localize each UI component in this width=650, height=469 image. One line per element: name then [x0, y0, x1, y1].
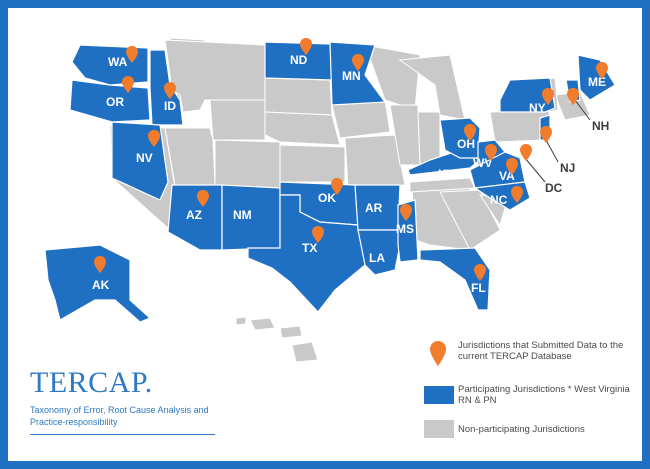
- legend-row-participating: Participating Jurisdictions * West Virgi…: [420, 384, 630, 408]
- pin-oh: [464, 124, 476, 141]
- tercap-logo: TERCAP. Taxonomy of Error, Root Cause An…: [30, 368, 220, 435]
- pin-wa: [126, 46, 138, 63]
- label-nj: NJ: [560, 161, 575, 175]
- leader-dc: [524, 157, 546, 183]
- participating-states: [44, 41, 616, 323]
- label-az: AZ: [186, 208, 202, 222]
- state-ga: [439, 189, 501, 251]
- pin-nv: [148, 130, 160, 147]
- state-hi-4: [235, 316, 247, 326]
- label-dc: DC: [545, 181, 563, 195]
- label-ak: AK: [92, 278, 110, 292]
- state-hi-1: [249, 317, 276, 331]
- logo-underline: [30, 434, 215, 435]
- state-ks: [279, 144, 346, 183]
- pin-id: [164, 82, 176, 99]
- state-ia: [331, 99, 391, 139]
- label-id: ID: [164, 99, 176, 113]
- legend-text-participating: Participating Jurisdictions * West Virgi…: [458, 384, 630, 406]
- pin-nc: [511, 186, 523, 203]
- pin-ak: [94, 256, 106, 273]
- state-ak: [44, 244, 152, 323]
- logo-wordmark: TERCAP.: [30, 366, 153, 399]
- leader-nj: [545, 139, 559, 163]
- state-ny: [499, 77, 556, 113]
- pin-or: [122, 76, 134, 93]
- state-labels: WA OR ID NV AZ NM ND MN OK TX AR LA MS F…: [92, 53, 609, 295]
- pin-ny: [542, 88, 554, 105]
- label-la: LA: [369, 251, 385, 265]
- label-mn: MN: [342, 69, 361, 83]
- label-nd: ND: [290, 53, 308, 67]
- state-hi-2: [279, 325, 303, 339]
- state-mn: [329, 41, 387, 106]
- state-ne: [264, 111, 341, 146]
- state-mi: [398, 54, 466, 121]
- label-nv: NV: [136, 151, 153, 165]
- label-oh: OH: [457, 137, 475, 151]
- pin-wv: [485, 144, 497, 161]
- map-pin-icon: [430, 341, 446, 366]
- label-tx: TX: [302, 241, 317, 255]
- non-participating-swatch: [424, 420, 454, 438]
- pin-dc: [520, 144, 532, 161]
- label-ny: NY: [529, 101, 546, 115]
- participating-swatch: [424, 386, 454, 404]
- data-pins: [94, 38, 608, 281]
- state-az: [167, 184, 223, 251]
- pin-ms: [400, 204, 412, 221]
- label-ar: AR: [365, 201, 383, 215]
- pin-ok: [331, 178, 343, 195]
- leader-nh: [574, 99, 591, 121]
- state-tx: [247, 194, 366, 313]
- pin-me: [596, 62, 608, 79]
- state-or: [69, 79, 151, 123]
- pin-nj: [540, 126, 552, 143]
- leader-lines: [524, 99, 591, 183]
- pin-nh: [567, 88, 579, 105]
- label-nh: NH: [592, 119, 609, 133]
- pin-az: [197, 190, 209, 207]
- state-ut: [164, 127, 216, 186]
- state-in: [417, 111, 441, 166]
- label-wa: WA: [108, 55, 128, 69]
- legend-row-non-participating: Non-participating Jurisdictions: [420, 420, 630, 440]
- pin-nd: [300, 38, 312, 55]
- state-sd: [264, 77, 333, 116]
- state-mo: [344, 134, 406, 189]
- pin-fl: [474, 264, 486, 281]
- legend-row-submitted: Jurisdictions that Submitted Data to the…: [420, 340, 630, 372]
- pin-mn: [352, 54, 364, 71]
- state-me: [577, 54, 616, 101]
- state-hi-3: [291, 341, 319, 363]
- label-or: OR: [106, 95, 124, 109]
- legend-text-submitted: Jurisdictions that Submitted Data to the…: [458, 340, 624, 362]
- label-ok: OK: [318, 191, 336, 205]
- label-me: ME: [588, 75, 606, 89]
- label-nm: NM: [233, 208, 252, 222]
- logo-subtitle: Taxonomy of Error, Root Cause Analysis a…: [30, 405, 209, 427]
- label-ky: KY: [438, 167, 455, 181]
- state-wy: [209, 99, 266, 141]
- label-wv: WV: [473, 156, 492, 170]
- label-ms: MS: [396, 222, 414, 236]
- label-fl: FL: [471, 281, 486, 295]
- pin-tx: [312, 226, 324, 243]
- state-co: [214, 139, 281, 189]
- state-fl: [419, 247, 491, 311]
- label-nc: NC: [490, 193, 508, 207]
- legend-text-non-participating: Non-participating Jurisdictions: [458, 424, 585, 435]
- pin-va: [506, 158, 518, 175]
